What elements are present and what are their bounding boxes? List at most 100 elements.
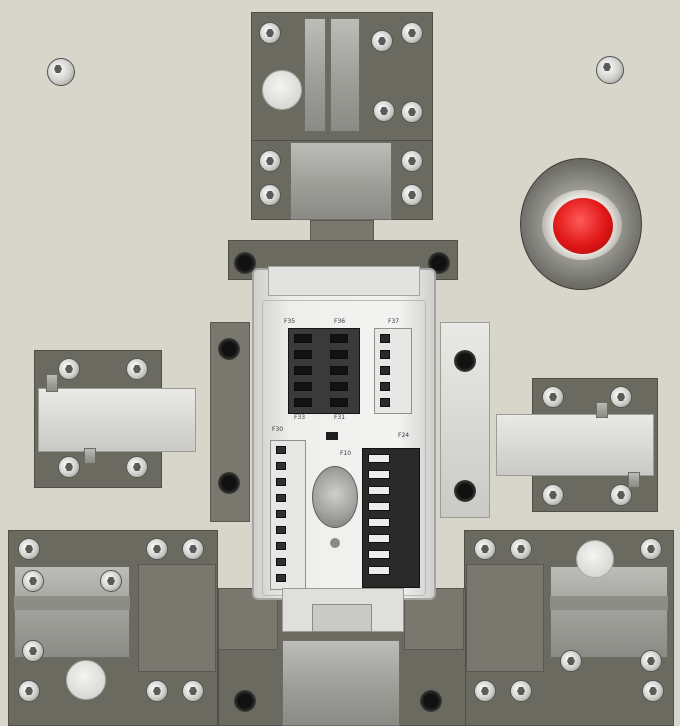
fuse-slot — [368, 470, 390, 479]
top-clamp-rail-right — [330, 18, 360, 132]
hex-socket-screw-icon — [182, 538, 204, 560]
hex-socket-screw-icon — [259, 22, 281, 44]
red-push-button-icon[interactable] — [553, 198, 613, 254]
mount-hole — [234, 690, 256, 712]
fuse-slot — [330, 398, 348, 407]
fuse-slot — [276, 574, 286, 582]
fuse-slot — [368, 502, 390, 511]
fuse-slot — [276, 510, 286, 518]
fuse-slot — [330, 350, 348, 359]
hex-socket-screw-icon — [182, 680, 204, 702]
fuse-slot — [294, 382, 312, 391]
hex-socket-screw-icon — [401, 22, 423, 44]
hex-socket-screw-icon — [542, 484, 564, 506]
fusebox-bottom-tab — [312, 604, 372, 632]
hex-socket-screw-icon — [22, 570, 44, 592]
fuse-slot — [276, 558, 286, 566]
fusebox-top-lip — [268, 266, 420, 296]
fuse-slot — [294, 350, 312, 359]
right-pusher-pin-lower — [628, 472, 640, 488]
bottom-centre-pusher — [282, 640, 400, 726]
fuse-slot — [368, 534, 390, 543]
fuse-slot — [276, 446, 286, 454]
mount-hole — [234, 252, 256, 274]
fusebox-label: F31 — [334, 414, 346, 421]
hex-socket-screw-icon — [474, 680, 496, 702]
hex-socket-screw-icon — [22, 640, 44, 662]
fusebox-tab — [326, 432, 338, 440]
hex-socket-screw-icon — [47, 58, 75, 86]
hex-socket-screw-icon — [373, 100, 395, 122]
fuse-slot — [380, 350, 390, 359]
fuse-slot — [276, 478, 286, 486]
hex-socket-screw-icon — [146, 538, 168, 560]
hex-socket-screw-icon — [401, 101, 423, 123]
hex-socket-screw-icon — [100, 570, 122, 592]
hex-socket-screw-icon — [401, 150, 423, 172]
hex-socket-screw-icon — [58, 456, 80, 478]
fuse-slot — [294, 398, 312, 407]
hex-socket-screw-icon — [18, 538, 40, 560]
fuse-slot — [330, 334, 348, 343]
locating-pin — [66, 660, 106, 700]
hex-socket-screw-icon — [642, 680, 664, 702]
hex-socket-screw-icon — [610, 386, 632, 408]
fusebox-label: F24 — [398, 432, 410, 439]
fusebox-label: F37 — [388, 318, 400, 325]
mount-hole — [218, 338, 240, 360]
right-pusher-bar — [496, 414, 654, 476]
hex-socket-screw-icon — [542, 386, 564, 408]
fusebox-label: F33 — [294, 414, 306, 421]
fuse-slot — [368, 454, 390, 463]
top-clamp-slider — [290, 142, 392, 220]
hex-socket-screw-icon — [259, 184, 281, 206]
fusebox-label: F10 — [340, 450, 352, 457]
fuse-slot — [294, 334, 312, 343]
fuse-slot — [330, 382, 348, 391]
fusebox-centre-pin — [330, 538, 340, 548]
mount-hole — [454, 480, 476, 502]
fuse-slot — [380, 334, 390, 343]
fusebox-label: F30 — [272, 426, 284, 433]
fusebox-centre-oval — [312, 466, 358, 528]
bottom-left-guide-gap — [14, 596, 130, 610]
fuse-slot — [294, 366, 312, 375]
hex-socket-screw-icon — [640, 650, 662, 672]
fuse-slot — [368, 486, 390, 495]
mount-hole — [454, 350, 476, 372]
locating-pin — [576, 540, 614, 578]
fuse-slot — [330, 366, 348, 375]
left-pusher-pin — [46, 374, 58, 392]
right-pusher-pin — [596, 402, 608, 418]
fusebox-label: F36 — [334, 318, 346, 325]
fuse-slot — [380, 398, 390, 407]
bottom-right-guide — [550, 566, 668, 658]
hex-socket-screw-icon — [596, 56, 624, 84]
top-clamp-rail-left — [304, 18, 326, 132]
hex-socket-screw-icon — [474, 538, 496, 560]
fuse-slot — [276, 494, 286, 502]
hex-socket-screw-icon — [58, 358, 80, 380]
hex-socket-screw-icon — [401, 184, 423, 206]
fuse-slot — [276, 542, 286, 550]
bottom-right-guide-gap — [550, 596, 668, 610]
fuse-slot — [368, 518, 390, 527]
hex-socket-screw-icon — [560, 650, 582, 672]
left-pusher-bar — [38, 388, 196, 452]
locating-pin — [262, 70, 302, 110]
fuse-slot — [368, 550, 390, 559]
hex-socket-screw-icon — [146, 680, 168, 702]
fuse-slot — [276, 526, 286, 534]
bottom-right-slider — [466, 564, 544, 672]
fuse-slot — [380, 366, 390, 375]
mount-hole — [420, 690, 442, 712]
hex-socket-screw-icon — [126, 456, 148, 478]
mount-hole — [218, 472, 240, 494]
hex-socket-screw-icon — [18, 680, 40, 702]
hex-socket-screw-icon — [259, 150, 281, 172]
fuse-slot — [276, 462, 286, 470]
hex-socket-screw-icon — [610, 484, 632, 506]
fuse-slot — [368, 566, 390, 575]
hex-socket-screw-icon — [510, 680, 532, 702]
